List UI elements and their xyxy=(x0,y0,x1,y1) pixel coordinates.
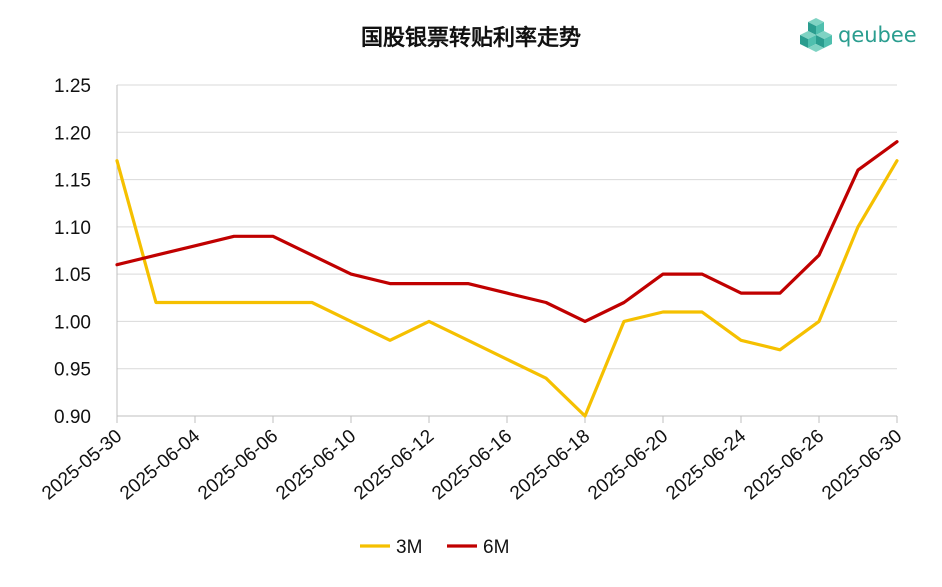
data-point-6M xyxy=(115,263,119,267)
data-point-6M xyxy=(388,282,392,286)
x-tick-labels: 2025-05-302025-06-042025-06-062025-06-10… xyxy=(38,425,906,504)
data-point-6M xyxy=(154,253,158,257)
x-tick-label: 2025-06-10 xyxy=(272,426,360,505)
data-point-6M xyxy=(466,282,470,286)
data-point-6M xyxy=(817,253,821,257)
data-point-3M xyxy=(466,338,470,342)
y-tick-label: 1.00 xyxy=(54,312,91,333)
y-tick-label: 1.05 xyxy=(54,265,91,286)
legend-label-3M: 3M xyxy=(396,537,422,558)
y-tick-labels: 0.90 0.95 1.00 1.05 1.10 1.15 1.20 1.25 xyxy=(54,76,91,428)
data-point-3M xyxy=(817,319,821,323)
data-point-3M xyxy=(583,414,587,418)
y-tick-label: 1.25 xyxy=(54,76,91,97)
x-tick-label: 2025-06-12 xyxy=(350,426,438,505)
qeubee-logo: qeubee xyxy=(800,18,917,52)
x-tick-label: 2025-06-24 xyxy=(662,425,750,504)
data-point-3M xyxy=(856,225,860,229)
data-point-6M xyxy=(232,234,236,238)
data-point-3M xyxy=(778,348,782,352)
data-point-3M xyxy=(349,319,353,323)
data-point-3M xyxy=(622,319,626,323)
cube-logo-icon xyxy=(800,18,832,52)
x-tick-label: 2025-06-30 xyxy=(818,426,906,505)
logo-text: qeubee xyxy=(838,23,917,47)
data-point-6M xyxy=(856,168,860,172)
data-point-3M xyxy=(427,319,431,323)
data-point-3M xyxy=(739,338,743,342)
y-tick-label: 0.95 xyxy=(54,360,91,381)
data-point-6M xyxy=(661,272,665,276)
y-tick-label: 1.20 xyxy=(54,123,91,144)
data-point-6M xyxy=(895,140,899,144)
data-point-6M xyxy=(271,234,275,238)
data-point-3M xyxy=(388,338,392,342)
x-tick-label: 2025-06-16 xyxy=(428,426,516,505)
data-point-6M xyxy=(700,272,704,276)
data-point-3M xyxy=(544,376,548,380)
data-point-6M xyxy=(778,291,782,295)
x-tick-label: 2025-06-18 xyxy=(506,426,594,505)
data-point-3M xyxy=(895,159,899,163)
axes xyxy=(116,85,898,423)
data-point-6M xyxy=(349,272,353,276)
data-point-6M xyxy=(427,282,431,286)
data-point-3M xyxy=(505,357,509,361)
data-point-3M xyxy=(661,310,665,314)
data-point-3M xyxy=(154,301,158,305)
series-lines xyxy=(115,140,899,418)
data-point-6M xyxy=(544,301,548,305)
data-point-6M xyxy=(310,253,314,257)
chart-title: 国股银票转贴利率走势 xyxy=(361,25,581,51)
data-point-3M xyxy=(232,301,236,305)
data-point-3M xyxy=(310,301,314,305)
y-tick-label: 1.15 xyxy=(54,171,91,192)
data-point-6M xyxy=(739,291,743,295)
y-tick-label: 1.10 xyxy=(54,218,91,239)
data-point-6M xyxy=(193,244,197,248)
x-tick-label: 2025-05-30 xyxy=(38,426,126,505)
y-tick-label: 0.90 xyxy=(54,407,91,428)
data-point-6M xyxy=(622,301,626,305)
data-point-3M xyxy=(193,301,197,305)
x-tick-label: 2025-06-04 xyxy=(116,425,204,504)
data-point-3M xyxy=(115,159,119,163)
legend-label-6M: 6M xyxy=(483,537,509,558)
grid xyxy=(117,84,897,370)
data-point-6M xyxy=(505,291,509,295)
legend: 3M 6M xyxy=(360,537,509,558)
series-line-3M xyxy=(115,159,899,418)
series-line-6M xyxy=(115,140,899,323)
x-tick-label: 2025-06-06 xyxy=(194,426,282,505)
data-point-6M xyxy=(583,319,587,323)
x-tick-label: 2025-06-26 xyxy=(740,426,828,505)
x-tick-label: 2025-06-20 xyxy=(584,426,672,505)
data-point-3M xyxy=(271,301,275,305)
data-point-3M xyxy=(700,310,704,314)
